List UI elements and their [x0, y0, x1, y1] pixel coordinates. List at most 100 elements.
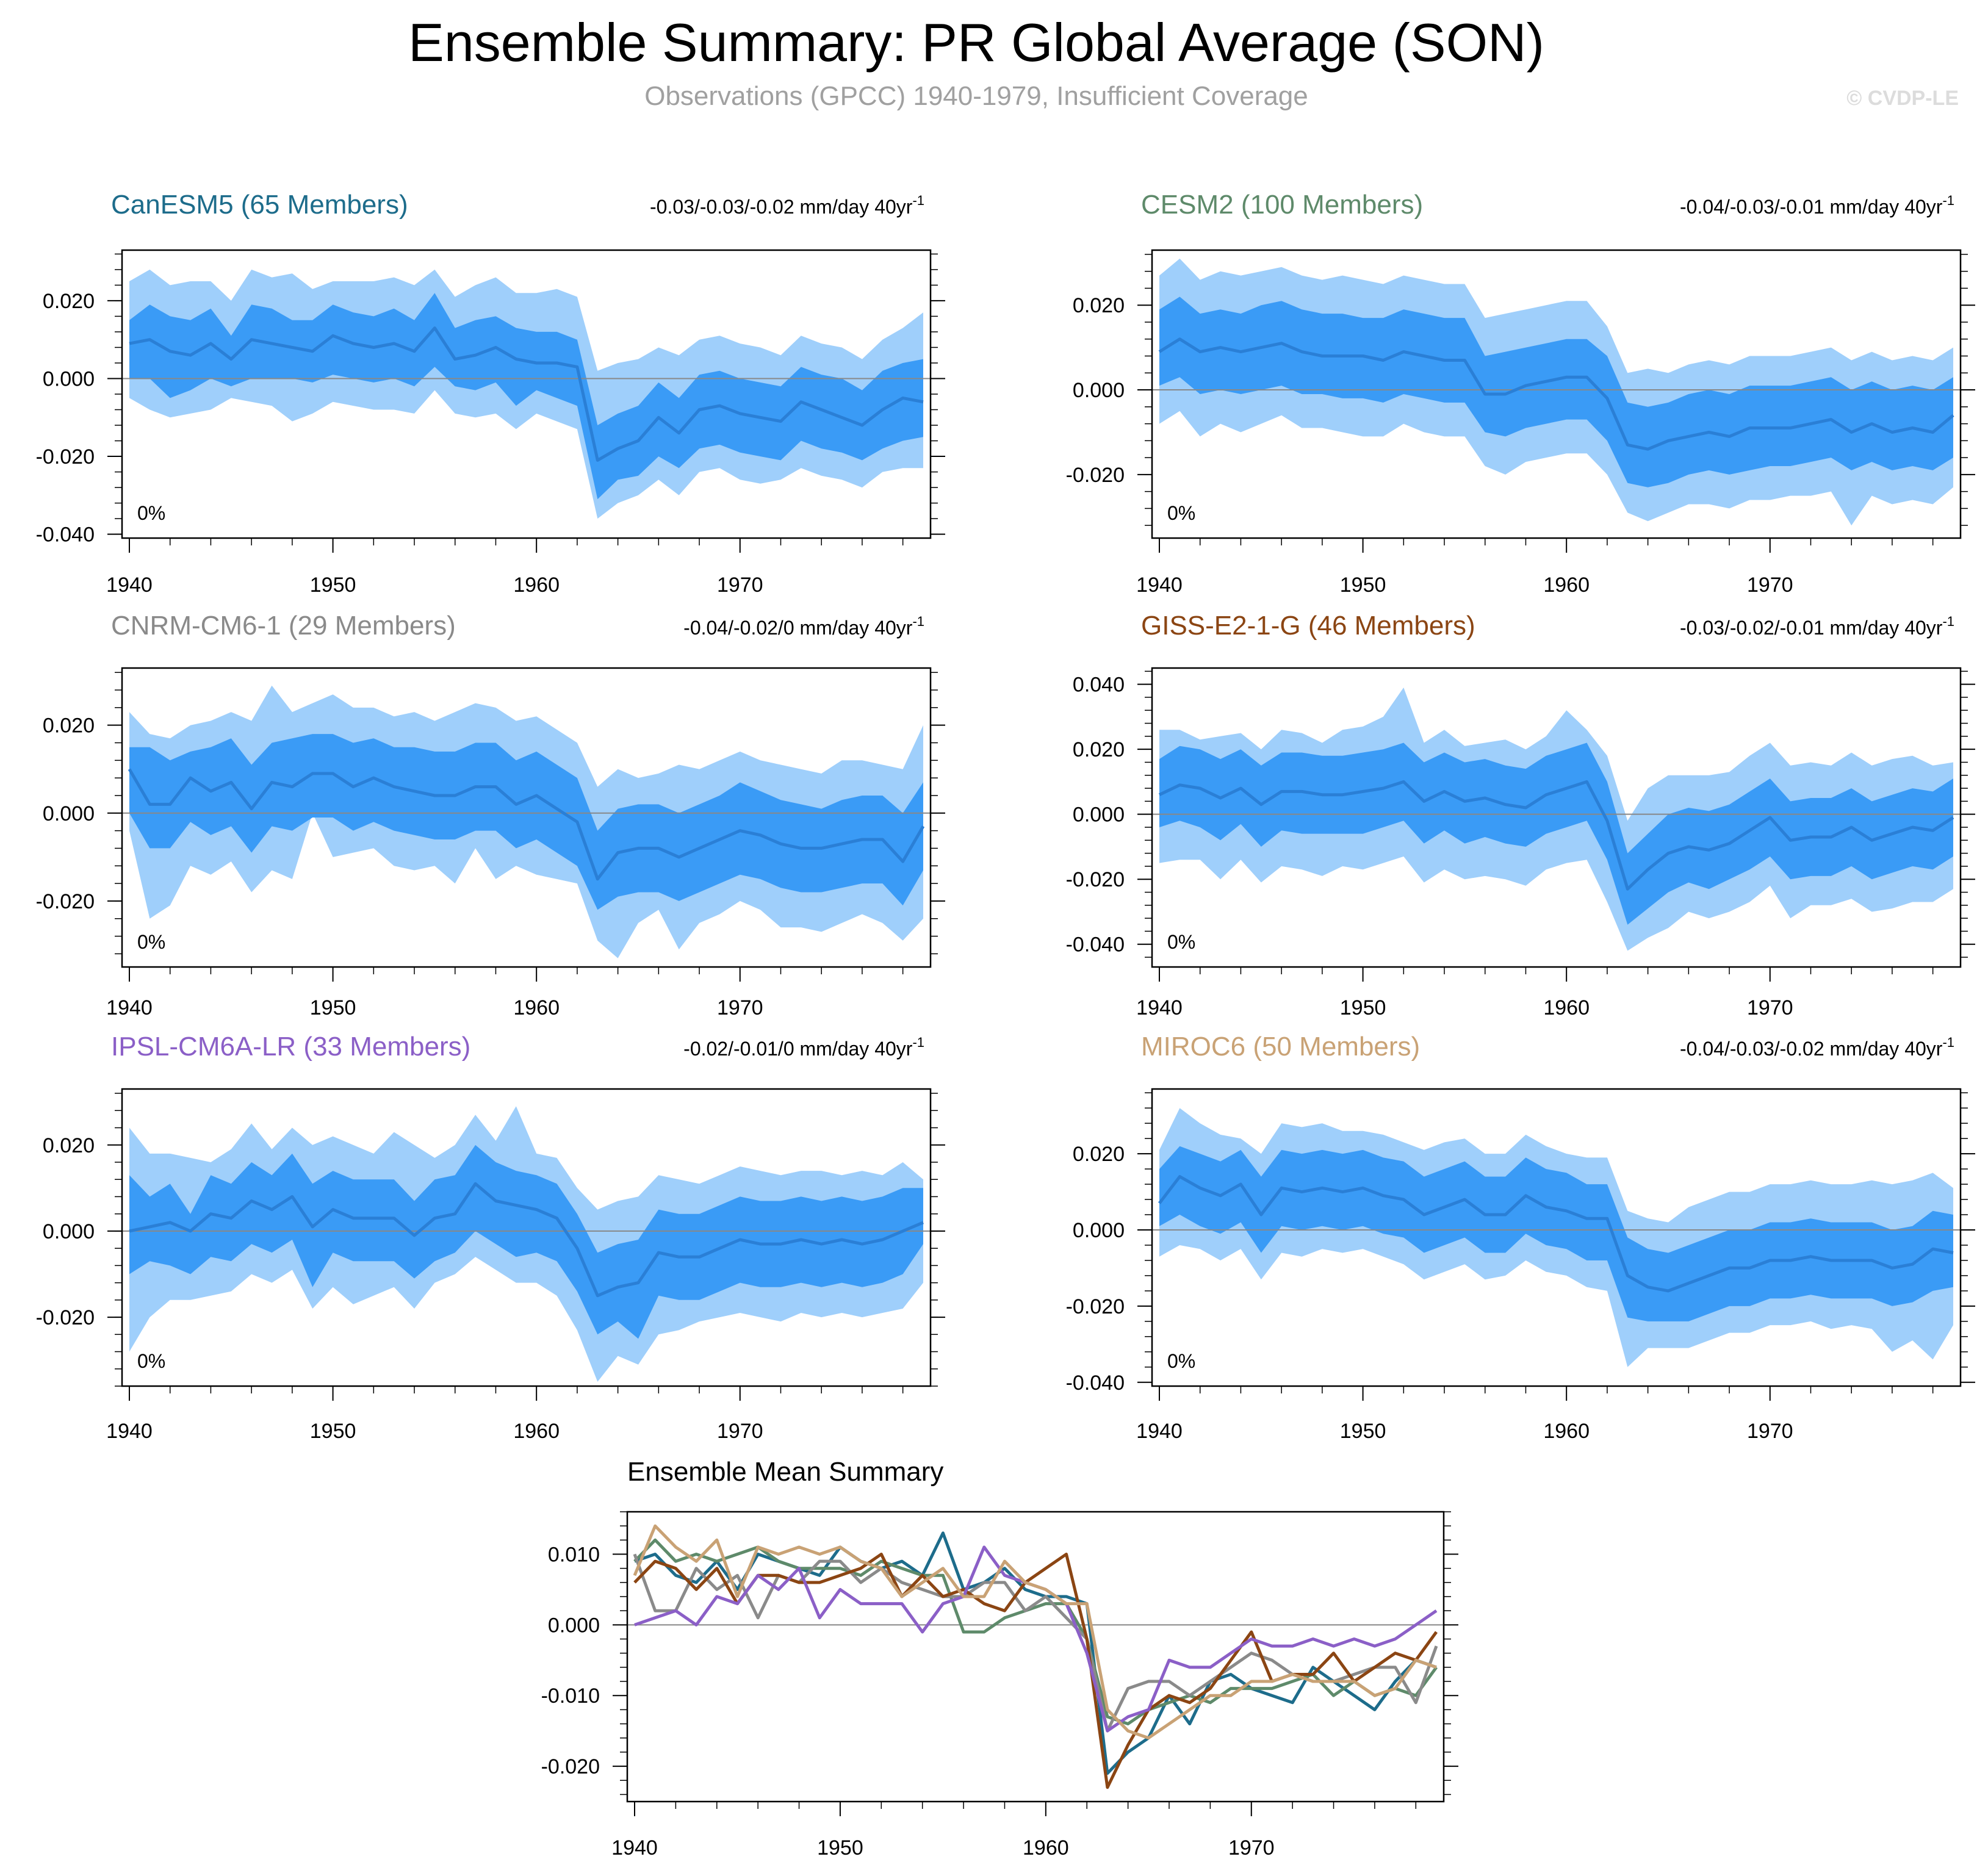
plot-area — [627, 1524, 1444, 1789]
series-line-giss-e2-1-g — [633, 1553, 1438, 1789]
inner-spread-band — [1159, 296, 1953, 487]
y-tick-label: 0.000 — [1073, 803, 1125, 827]
plot-frame — [1151, 1088, 1962, 1387]
x-tick-label: 1950 — [1340, 573, 1386, 597]
series-line-canesm5 — [634, 1531, 1437, 1775]
trend-value: -0.04/-0.03/-0.01 mm/day 40yr — [1680, 196, 1943, 218]
y-tick-label: -0.040 — [36, 523, 95, 547]
trend-label: -0.04/-0.03/-0.02 mm/day 40yr-1 — [1680, 1035, 1954, 1060]
coverage-label: 0% — [1167, 1350, 1195, 1372]
copyright-label: © CVDP-LE — [1846, 87, 1959, 110]
x-tick-label: 1950 — [1340, 996, 1386, 1019]
x-tick-label: 1970 — [717, 996, 763, 1019]
ensemble-mean-line — [128, 768, 925, 881]
y-tick-label: -0.020 — [1066, 1295, 1125, 1318]
x-tick-label: 1970 — [1747, 996, 1793, 1019]
plot-frame — [1151, 249, 1962, 539]
y-tick-label: 0.040 — [1073, 674, 1125, 697]
y-tick-label: 0.020 — [1073, 294, 1125, 317]
x-tick-label: 1970 — [1228, 1836, 1275, 1860]
coverage-label: 0% — [1167, 502, 1195, 524]
trend-value: -0.04/-0.02/0 mm/day 40yr — [683, 617, 913, 639]
plot-frame — [121, 1088, 932, 1387]
plot-area — [1152, 688, 1961, 951]
trend-value: -0.02/-0.01/0 mm/day 40yr — [683, 1038, 913, 1060]
panel-title: GISS-E2-1-G (46 Members) — [1141, 611, 1475, 641]
x-tick-label: 1960 — [513, 573, 560, 597]
series-line-miroc6 — [633, 1524, 1437, 1740]
coverage-label: 0% — [1167, 931, 1195, 953]
plot-frame — [121, 667, 932, 968]
trend-exponent: -1 — [1942, 614, 1954, 629]
chart-panel-canesm5: -0.040 -0.020 0.000 0.020 1940 1950 1960 1970 Ca… — [36, 190, 945, 597]
y-tick-label: 0.020 — [1073, 1143, 1125, 1166]
y-tick-label: 0.020 — [1073, 738, 1125, 761]
plot-frame — [1151, 667, 1962, 968]
x-tick-label: 1970 — [717, 573, 763, 597]
x-tick-label: 1960 — [1543, 996, 1590, 1019]
trend-label: -0.03/-0.03/-0.02 mm/day 40yr-1 — [650, 193, 924, 218]
trend-value: -0.03/-0.03/-0.02 mm/day 40yr — [650, 196, 913, 218]
trend-label: -0.02/-0.01/0 mm/day 40yr-1 — [683, 1035, 924, 1060]
panel-title: MIROC6 (50 Members) — [1141, 1032, 1420, 1062]
x-tick-label: 1960 — [1543, 573, 1590, 597]
plot-area — [1152, 1108, 1961, 1367]
plot-area — [1152, 258, 1961, 526]
x-tick-label: 1950 — [310, 1420, 356, 1443]
panel-title: CNRM-CM6-1 (29 Members) — [111, 611, 456, 641]
figure-subtitle: Observations (GPCC) 1940-1979, Insuffici… — [644, 81, 1308, 111]
chart-panels: -0.040 -0.020 0.000 0.020 1940 1950 1960 1970 Ca… — [36, 190, 1975, 1860]
trend-exponent: -1 — [912, 614, 924, 629]
ensemble-mean-line — [129, 326, 924, 462]
trend-exponent: -1 — [912, 193, 924, 208]
ensemble-mean-line — [1158, 337, 1954, 451]
plot-area — [122, 269, 931, 519]
x-tick-label: 1960 — [1023, 1836, 1069, 1860]
y-tick-label: 0.020 — [43, 714, 95, 738]
y-tick-label: 0.010 — [548, 1544, 600, 1567]
x-tick-label: 1940 — [1136, 996, 1183, 1019]
x-tick-label: 1950 — [310, 996, 356, 1019]
inner-spread-band — [1159, 742, 1953, 925]
x-tick-label: 1940 — [106, 1420, 153, 1443]
coverage-label: 0% — [137, 502, 165, 524]
trend-exponent: -1 — [912, 1035, 924, 1050]
x-tick-label: 1940 — [1136, 1420, 1183, 1443]
x-tick-label: 1960 — [513, 996, 560, 1019]
inner-spread-band — [129, 293, 923, 500]
trend-label: -0.03/-0.02/-0.01 mm/day 40yr-1 — [1680, 614, 1954, 639]
series-line-cesm2 — [633, 1538, 1438, 1726]
x-tick-label: 1950 — [817, 1836, 863, 1860]
chart-panel-ensemble-mean-summary: -0.020 -0.010 0.000 0.010 1940 1950 1960 1970 En… — [541, 1457, 1458, 1860]
x-tick-label: 1940 — [106, 573, 153, 597]
y-tick-label: 0.000 — [43, 802, 95, 825]
chart-panel-miroc6: -0.040 -0.020 0.000 0.020 1940 1950 1960 1970 MI… — [1066, 1032, 1975, 1443]
trend-label: -0.04/-0.02/0 mm/day 40yr-1 — [683, 614, 924, 639]
y-tick-label: 0.020 — [43, 290, 95, 313]
panel-title: IPSL-CM6A-LR (33 Members) — [111, 1032, 470, 1062]
coverage-label: 0% — [137, 931, 165, 953]
y-tick-label: 0.000 — [43, 1220, 95, 1243]
y-tick-label: 0.000 — [1073, 379, 1125, 402]
inner-spread-band — [129, 734, 923, 910]
x-tick-label: 1950 — [310, 573, 356, 597]
figure-title: Ensemble Summary: PR Global Average (SON… — [408, 12, 1544, 73]
y-tick-label: -0.010 — [541, 1684, 600, 1708]
x-tick-label: 1960 — [513, 1420, 560, 1443]
y-tick-label: -0.020 — [1066, 868, 1125, 891]
trend-exponent: -1 — [1942, 1035, 1954, 1050]
trend-value: -0.04/-0.03/-0.02 mm/day 40yr — [1680, 1038, 1943, 1060]
plot-area — [122, 685, 931, 958]
y-tick-label: 0.000 — [548, 1614, 600, 1637]
x-tick-label: 1940 — [1136, 573, 1183, 597]
inner-spread-band — [129, 1145, 923, 1339]
ensemble-mean-line — [1158, 1175, 1954, 1293]
chart-panel-cnrm-cm6-1: -0.020 0.000 0.020 1940 1950 1960 1970 CNRM-CM6… — [36, 611, 945, 1019]
y-tick-label: 0.000 — [1073, 1219, 1125, 1242]
coverage-label: 0% — [137, 1350, 165, 1372]
x-tick-label: 1960 — [1543, 1420, 1590, 1443]
y-tick-label: -0.020 — [36, 445, 95, 469]
y-tick-label: 0.000 — [43, 367, 95, 390]
y-tick-label: -0.040 — [1066, 933, 1125, 957]
x-tick-label: 1940 — [611, 1836, 658, 1860]
